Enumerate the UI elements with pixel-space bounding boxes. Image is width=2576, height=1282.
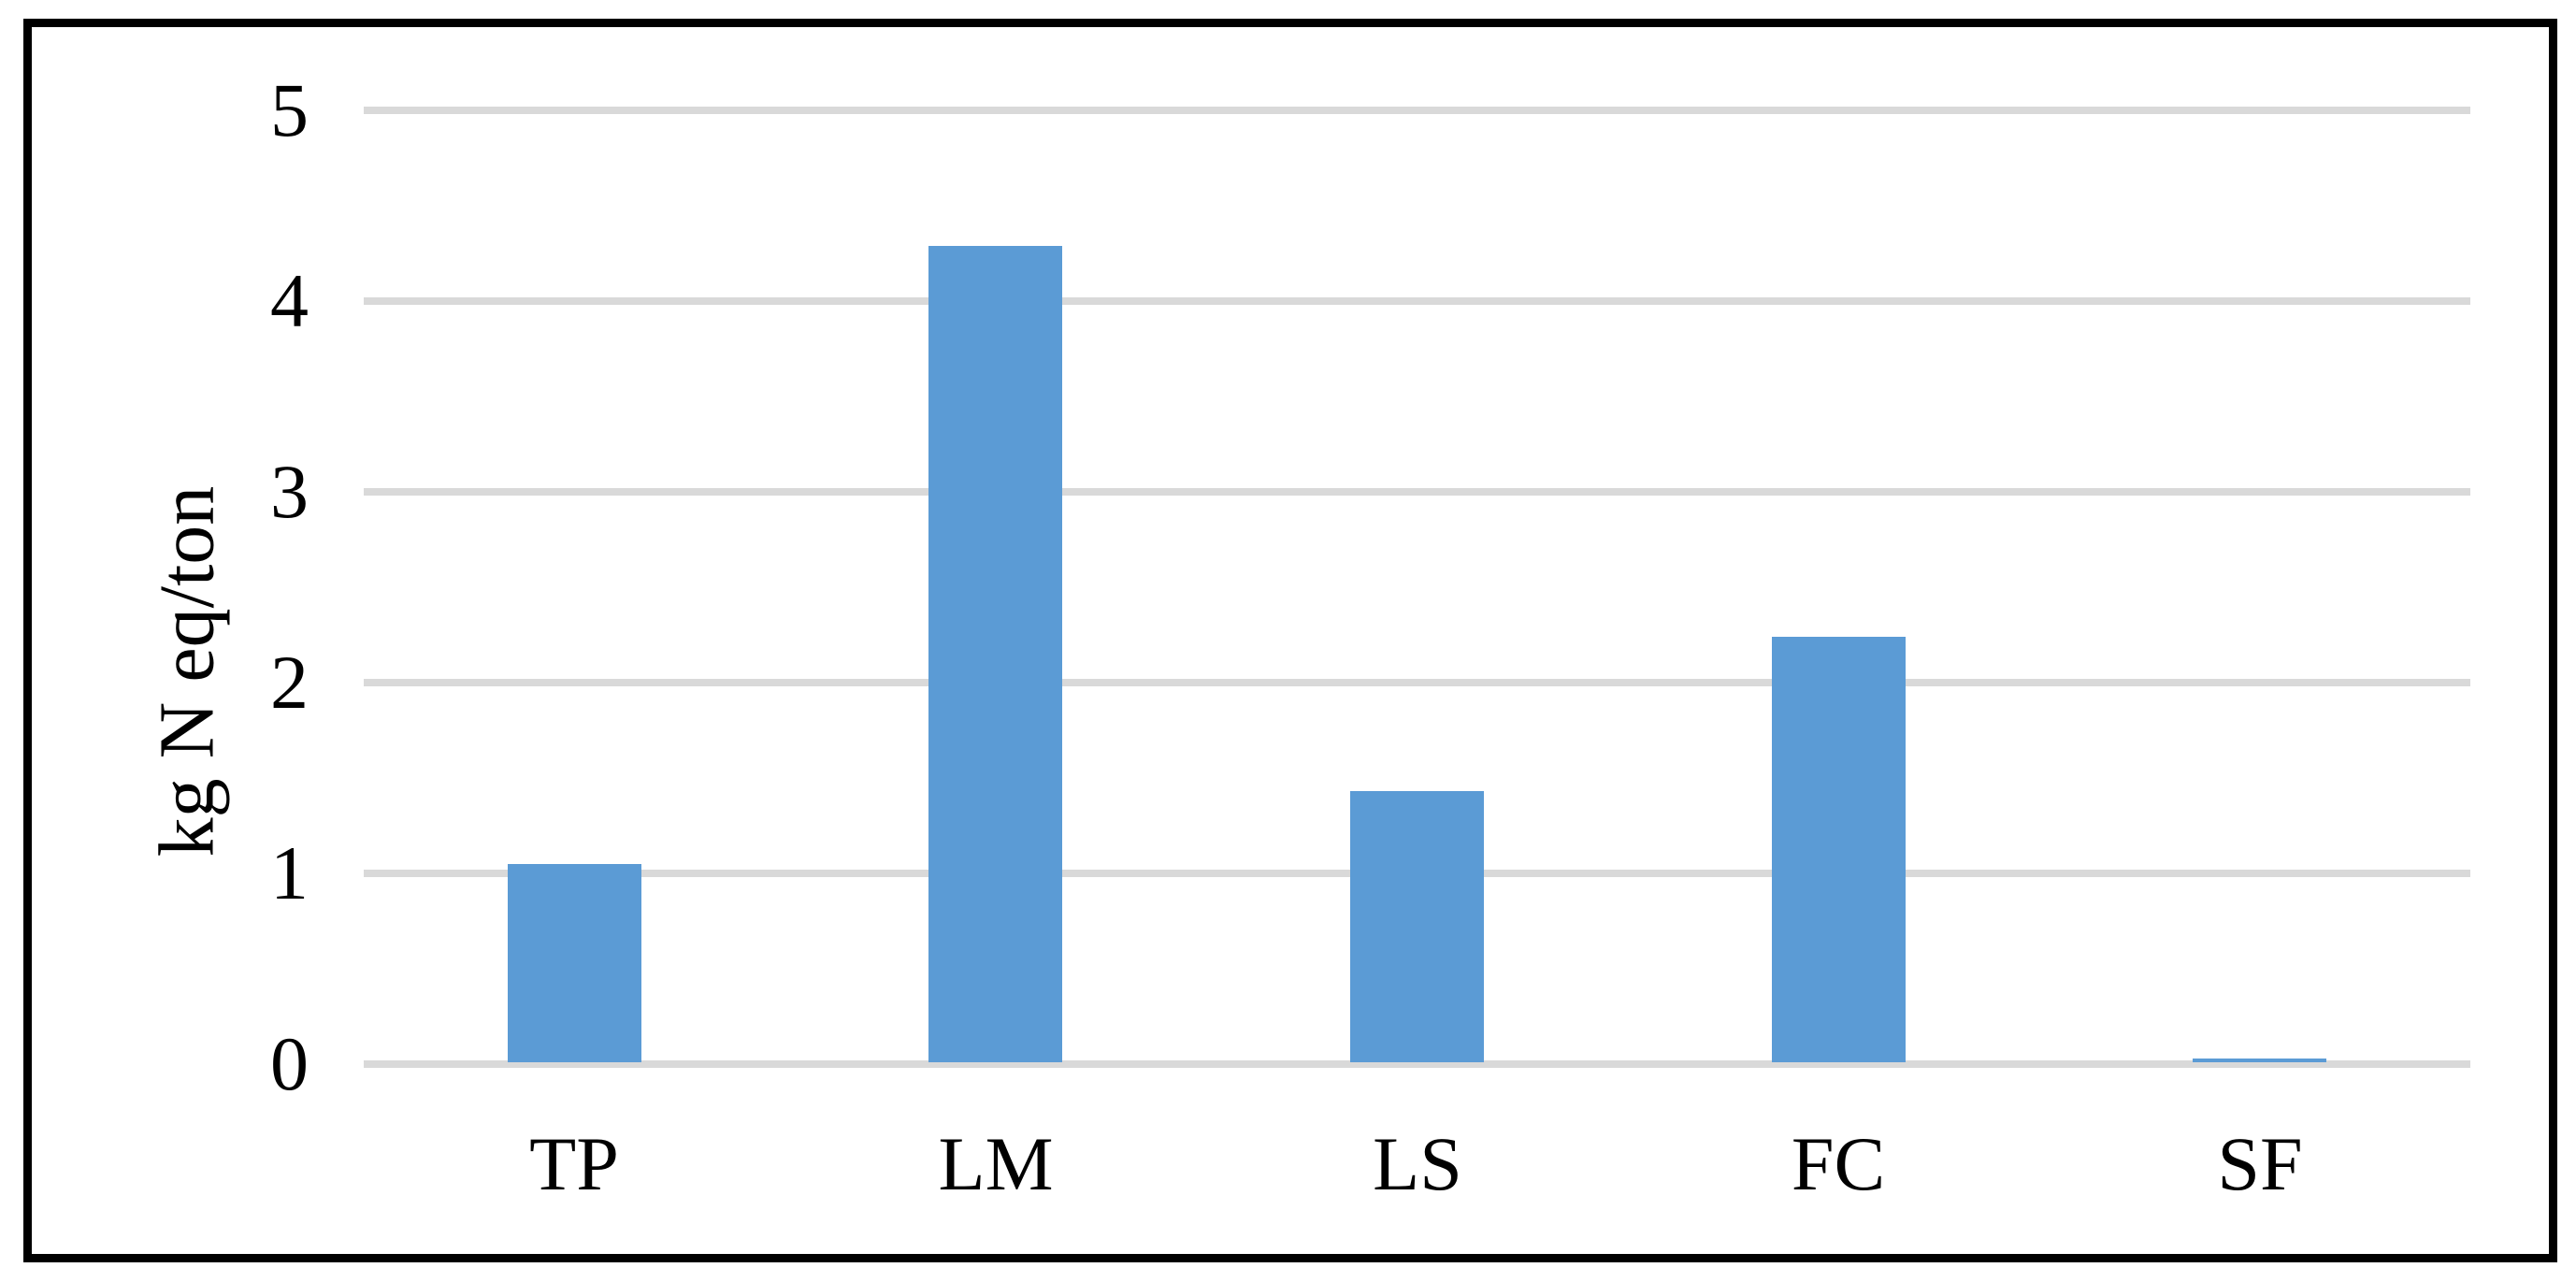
chart-border xyxy=(23,19,2557,1262)
y-axis-title: kg N eq/ton xyxy=(143,485,231,857)
